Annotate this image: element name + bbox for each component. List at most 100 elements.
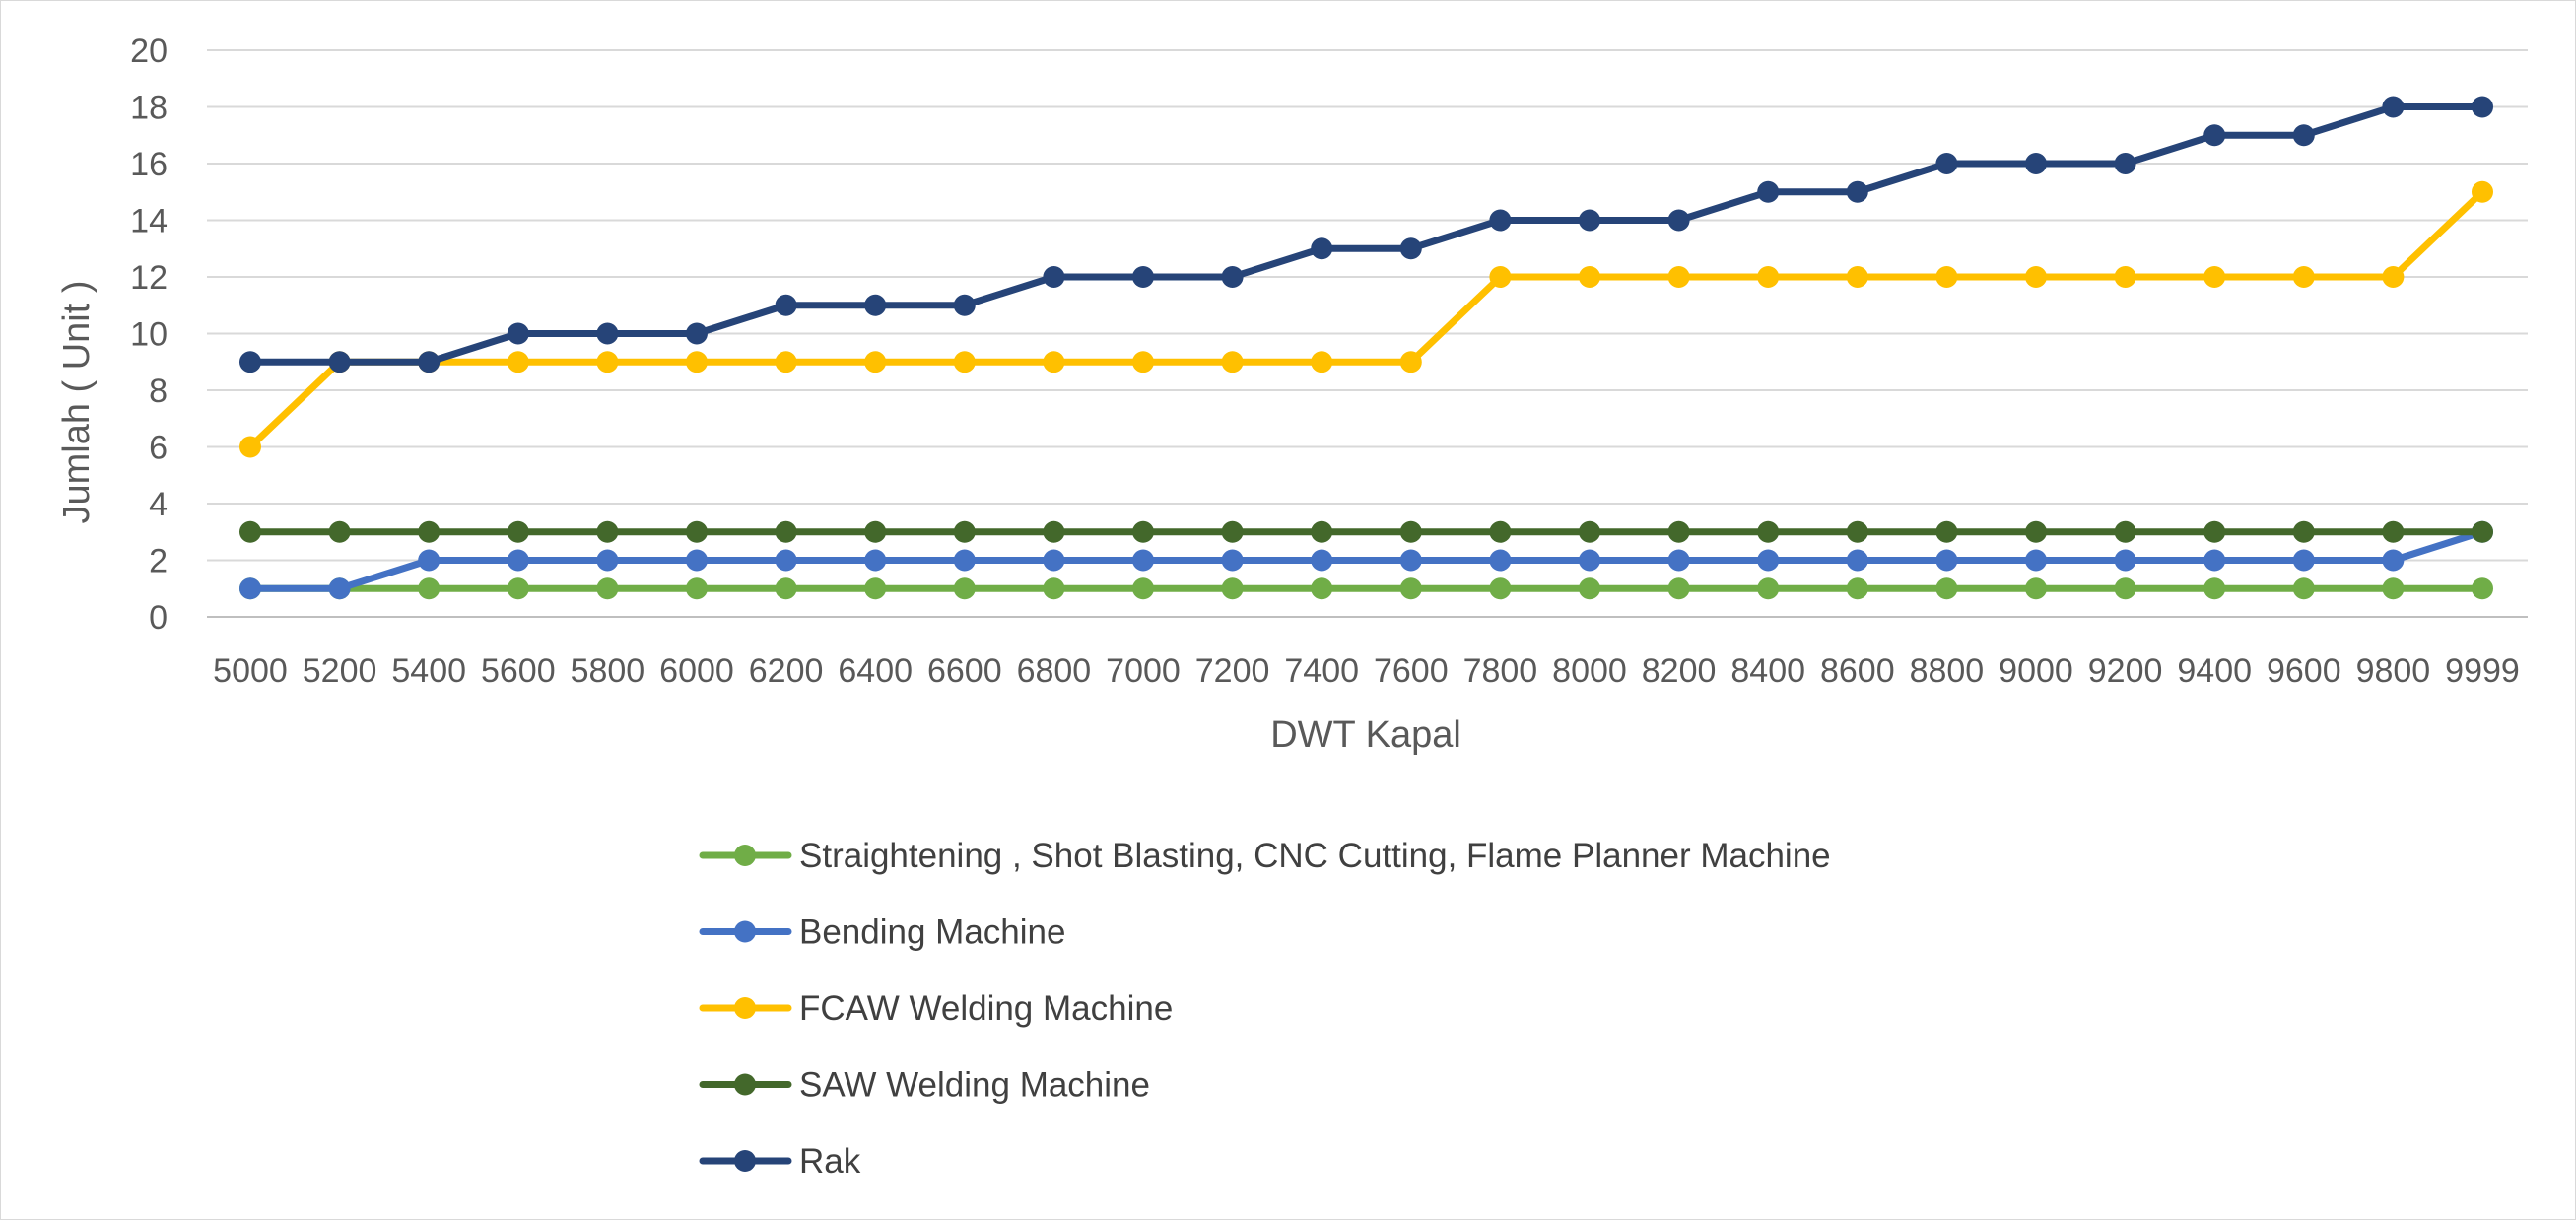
data-point (1846, 266, 1868, 288)
data-point (1667, 520, 1690, 543)
data-point (864, 549, 887, 572)
series-1 (239, 520, 2493, 600)
data-point (1132, 577, 1154, 600)
legend-swatch-marker (734, 1073, 756, 1096)
data-point (686, 520, 708, 543)
x-tick-label: 6200 (749, 652, 824, 690)
y-tick-label: 6 (149, 430, 168, 467)
legend-item: Straightening , Shot Blasting, CNC Cutti… (699, 837, 1831, 875)
data-point (2203, 549, 2226, 572)
data-point (1935, 153, 1958, 174)
x-tick-label: 5800 (571, 652, 645, 690)
x-tick-label: 6000 (659, 652, 734, 690)
series-0 (239, 577, 2493, 600)
data-point (953, 294, 976, 316)
data-point (1489, 577, 1512, 600)
data-point (239, 436, 261, 458)
legend-item: Rak (699, 1142, 861, 1181)
x-tick-label: 7400 (1284, 652, 1359, 690)
data-point (239, 520, 261, 543)
data-point (507, 351, 529, 373)
legend: Straightening , Shot Blasting, CNC Cutti… (699, 837, 1831, 1181)
data-point (2203, 577, 2226, 600)
data-point (2472, 577, 2493, 600)
data-point (1399, 577, 1422, 600)
data-point (864, 577, 887, 600)
data-point (1311, 351, 1333, 373)
data-point (2114, 577, 2136, 600)
data-point (2382, 96, 2405, 118)
data-point (1667, 266, 1690, 288)
x-tick-label: 9999 (2445, 652, 2520, 690)
data-point (2292, 577, 2315, 600)
data-point (1311, 549, 1333, 572)
data-point (2382, 549, 2405, 572)
series-line (246, 528, 2486, 592)
x-tick-label: 7600 (1374, 652, 1449, 690)
data-point (2472, 180, 2493, 203)
y-tick-label: 2 (149, 543, 168, 580)
x-tick-label: 5400 (391, 652, 466, 690)
data-point (2382, 577, 2405, 600)
data-point (1935, 577, 1958, 600)
legend-item: SAW Welding Machine (699, 1066, 1150, 1105)
x-tick-label: 6400 (838, 652, 913, 690)
data-point (1846, 180, 1868, 203)
data-point (596, 577, 619, 600)
data-point (1935, 549, 1958, 572)
data-point (507, 549, 529, 572)
data-point (1399, 237, 1422, 260)
data-point (2025, 520, 2047, 543)
data-point (1667, 209, 1690, 232)
data-point (2203, 124, 2226, 147)
data-point (2025, 549, 2047, 572)
data-point (2292, 549, 2315, 572)
y-tick-label: 0 (149, 599, 168, 637)
x-tick-label: 5600 (481, 652, 556, 690)
data-point (2025, 153, 2047, 174)
data-point (686, 577, 708, 600)
data-point (1935, 520, 1958, 543)
data-point (775, 351, 797, 373)
data-point (1846, 577, 1868, 600)
x-tick-label: 6600 (927, 652, 1002, 690)
data-point (596, 322, 619, 345)
data-point (2114, 520, 2136, 543)
legend-label: Straightening , Shot Blasting, CNC Cutti… (799, 837, 1831, 875)
x-tick-label: 5000 (213, 652, 288, 690)
legend-label: FCAW Welding Machine (799, 989, 1173, 1028)
data-point (1221, 266, 1244, 288)
data-point (1399, 520, 1422, 543)
x-tick-label: 9600 (2267, 652, 2341, 690)
legend-swatch-marker (734, 997, 756, 1019)
data-point (775, 294, 797, 316)
x-tick-label: 9000 (1999, 652, 2073, 690)
series-line (246, 103, 2486, 366)
data-point (686, 351, 708, 373)
data-point (239, 577, 261, 600)
data-point (328, 351, 351, 373)
y-axis-title: Jumlah ( Unit ) (56, 280, 98, 523)
y-tick-label: 18 (130, 90, 168, 127)
data-point (2203, 266, 2226, 288)
x-tick-label: 8600 (1820, 652, 1895, 690)
data-point (1757, 577, 1780, 600)
data-point (864, 294, 887, 316)
legend-swatch-marker (734, 920, 756, 943)
data-point (1846, 549, 1868, 572)
data-point (1043, 549, 1065, 572)
data-point (2203, 520, 2226, 543)
data-point (1757, 549, 1780, 572)
data-point (1221, 351, 1244, 373)
data-point (507, 520, 529, 543)
data-point (1043, 577, 1065, 600)
x-tick-label: 9400 (2177, 652, 2252, 690)
y-axis-ticks: 0 2 4 6 8 10 12 14 16 18 20 (130, 33, 168, 637)
series-line (246, 188, 2486, 450)
data-point (2472, 96, 2493, 118)
data-point (1043, 266, 1065, 288)
data-point (1667, 549, 1690, 572)
data-point (1043, 351, 1065, 373)
y-tick-label: 8 (149, 373, 168, 410)
